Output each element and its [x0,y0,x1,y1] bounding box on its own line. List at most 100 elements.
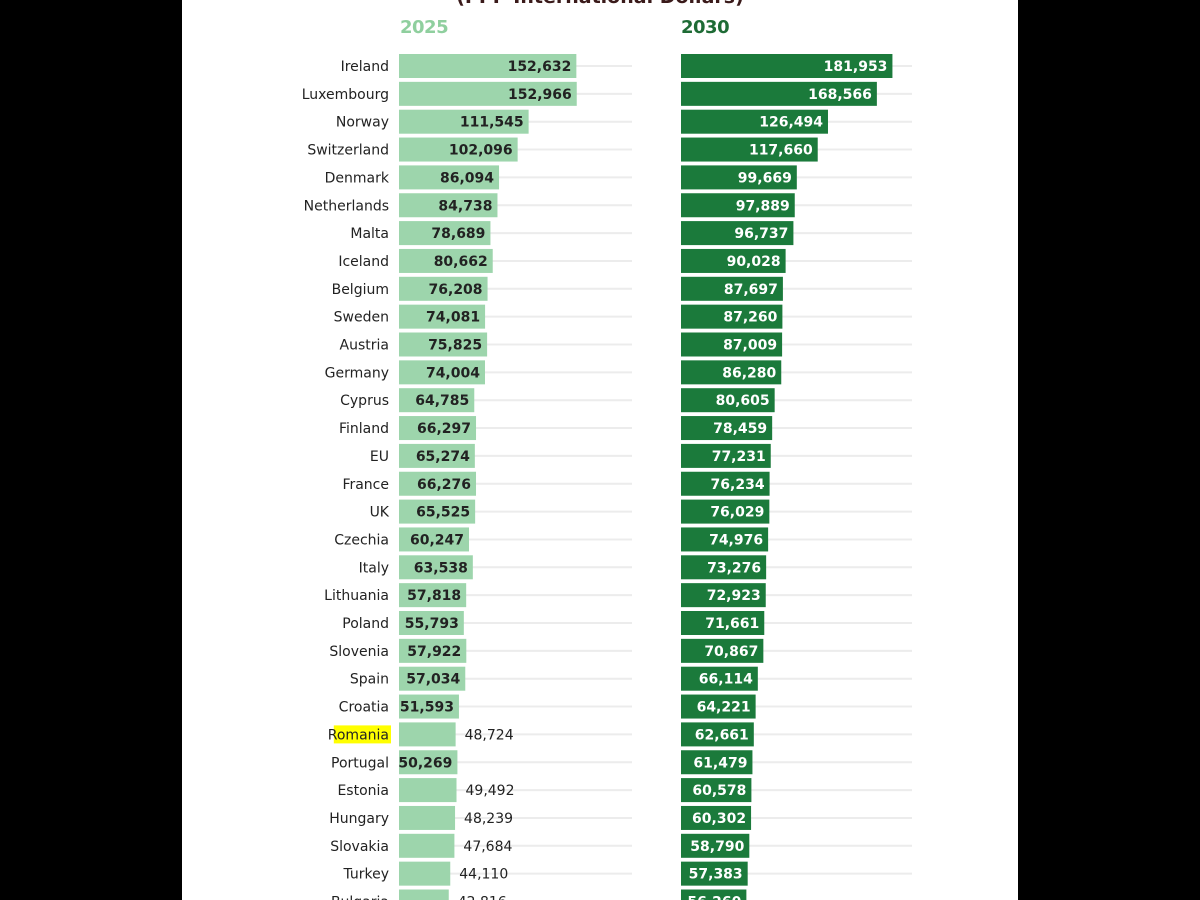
data-label: 47,684 [463,839,512,855]
category-label: Finland [339,421,389,437]
bar-2030 [681,221,794,246]
category-label: Italy [359,560,389,576]
data-label: 73,276 [707,560,761,576]
series-header-2030: 2030 [681,17,730,38]
data-label: 80,662 [434,254,488,270]
bar-2025 [399,861,451,886]
chart-title: (PPP International Dollars) [182,0,1018,8]
category-label: Germany [325,365,389,381]
data-label: 152,632 [508,59,572,75]
data-label: 62,661 [695,727,749,743]
bar-2025 [399,722,456,747]
category-label: Slovakia [330,839,389,855]
data-label: 96,737 [734,226,788,242]
data-label: 74,976 [709,532,763,548]
data-label: 65,525 [416,505,470,521]
bar-2025 [399,304,486,329]
category-label: Malta [350,226,389,242]
bar-2025 [399,611,464,635]
bar-2030 [681,193,795,218]
data-label: 87,260 [723,310,777,326]
bar-2025 [399,165,500,190]
bar-2030 [681,889,747,900]
bar-2030 [681,471,770,496]
data-label: 57,383 [689,867,743,883]
bar-2025 [399,137,518,162]
bar-2030 [681,638,764,663]
bar-2025 [399,332,488,357]
data-label: 58,790 [690,839,744,855]
bar-2030 [681,109,828,134]
bar-2025 [399,276,488,301]
bar-2025 [399,388,475,413]
bar-2030 [681,332,783,357]
data-label: 78,459 [713,421,767,437]
category-label: Iceland [338,254,389,270]
bar-2025 [399,805,456,830]
bar-chart: Ireland 152,632 181,953 Luxembourg 152,966 16… [302,54,912,900]
bar-2025 [399,527,470,552]
bar-2030 [681,583,766,608]
bar-2025 [399,583,467,608]
category-label: Austria [340,338,389,354]
data-label: 168,566 [808,87,872,103]
bar-2025 [399,555,473,580]
bar-2025 [399,109,529,134]
data-label: 60,578 [692,783,746,799]
chart-panel: (PPP International Dollars) 2025 2030 Ir… [182,0,1018,900]
data-label: 77,231 [712,449,766,465]
data-label: 126,494 [759,115,823,131]
data-label: 87,697 [724,282,778,298]
category-label: France [342,477,389,493]
data-label: 111,545 [460,115,524,131]
category-label: Sweden [334,310,389,326]
bar-2025 [399,81,577,106]
bar-2030 [681,527,769,552]
bar-2030 [681,499,770,524]
data-label: 76,234 [711,477,765,493]
bar-2025 [399,833,455,858]
bar-2025 [399,471,477,496]
data-label: 84,738 [438,198,492,214]
highlight-marker [333,725,391,744]
data-label: 71,661 [705,616,759,632]
data-label: 60,302 [692,811,746,827]
bar-2030 [681,276,783,301]
category-label: Lithuania [324,588,389,604]
bar-2030 [681,416,773,441]
data-label: 74,081 [426,310,480,326]
bar-2025 [399,193,498,218]
bar-2030 [681,666,758,691]
data-label: 44,110 [459,867,508,883]
category-label: Cyprus [340,393,389,409]
category-label: Turkey [342,867,389,883]
category-label: Netherlands [304,198,389,214]
bar-2025 [399,54,577,78]
series-header-2025: 2025 [400,17,449,38]
bar-2025 [399,360,485,385]
bar-2030 [681,304,783,329]
data-label: 80,605 [716,393,770,409]
bar-2030 [681,722,754,747]
data-label: 42,816 [458,895,507,900]
bar-2025 [399,638,467,663]
data-label: 76,029 [710,505,764,521]
data-label: 57,922 [407,644,461,660]
data-label: 78,689 [431,226,485,242]
data-label: 64,221 [697,700,751,716]
data-label: 49,492 [466,783,515,799]
data-label: 56,260 [687,895,741,900]
bar-2030 [681,750,753,775]
data-label: 181,953 [824,59,888,75]
bar-2030 [681,81,877,106]
data-label: 86,094 [440,170,494,186]
bar-2030 [681,861,748,886]
data-label: 60,247 [410,532,464,548]
data-label: 55,793 [405,616,459,632]
category-label: Denmark [325,170,390,186]
data-label: 66,114 [699,672,753,688]
category-label: Croatia [339,700,389,716]
data-label: 65,274 [416,449,470,465]
bar-2030 [681,137,818,162]
category-label: UK [370,505,390,521]
